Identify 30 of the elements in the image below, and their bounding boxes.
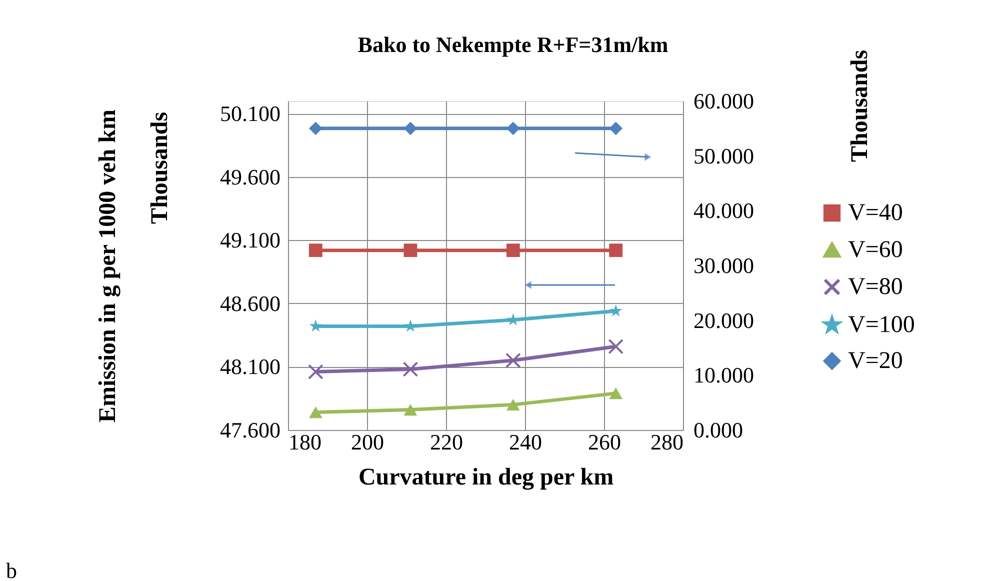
y2-tick-label: 50.000 [694, 143, 754, 168]
text: b [6, 558, 17, 581]
chart-title: Bako to Nekempte R+F=31m/km [358, 32, 668, 57]
legend-label: V=80 [848, 274, 903, 300]
y2-tick-label: 20.000 [694, 308, 754, 333]
x-tick-label: 180 [288, 430, 322, 454]
legend-label: V=100 [848, 312, 915, 338]
y-tick-label: 48.100 [220, 354, 280, 380]
y2-tick-label: 60.000 [694, 88, 754, 114]
x-tick-label: 280 [650, 430, 684, 454]
y2-tick-label: 0.000 [694, 418, 743, 442]
x-tick-label: 220 [430, 430, 463, 454]
x-tick-label: 200 [351, 430, 384, 454]
y2-tick-label: 40.000 [694, 198, 754, 224]
y-tick-label: 49.600 [220, 164, 280, 190]
legend-label: V=60 [848, 237, 903, 263]
y2-tick-label: 30.000 [694, 253, 754, 278]
y-tick-label: 50.100 [220, 101, 280, 126]
y-tick-label: 47.600 [220, 418, 280, 442]
legend-label: V=40 [848, 200, 903, 226]
y-axis-title: Emission in g per 1000 veh km [95, 110, 121, 422]
x-tick-label: 240 [509, 430, 542, 454]
x-axis-title: Curvature in deg per km [358, 464, 614, 490]
legend-label: V=20 [848, 348, 903, 374]
text: Thousands [147, 112, 173, 224]
y-tick-label: 48.600 [220, 290, 280, 316]
x-tick-label: 260 [588, 430, 621, 454]
y-tick-label: 49.100 [220, 228, 280, 253]
y2-axis-title: Thousands [847, 50, 873, 162]
y2-tick-label: 10.000 [694, 362, 754, 388]
